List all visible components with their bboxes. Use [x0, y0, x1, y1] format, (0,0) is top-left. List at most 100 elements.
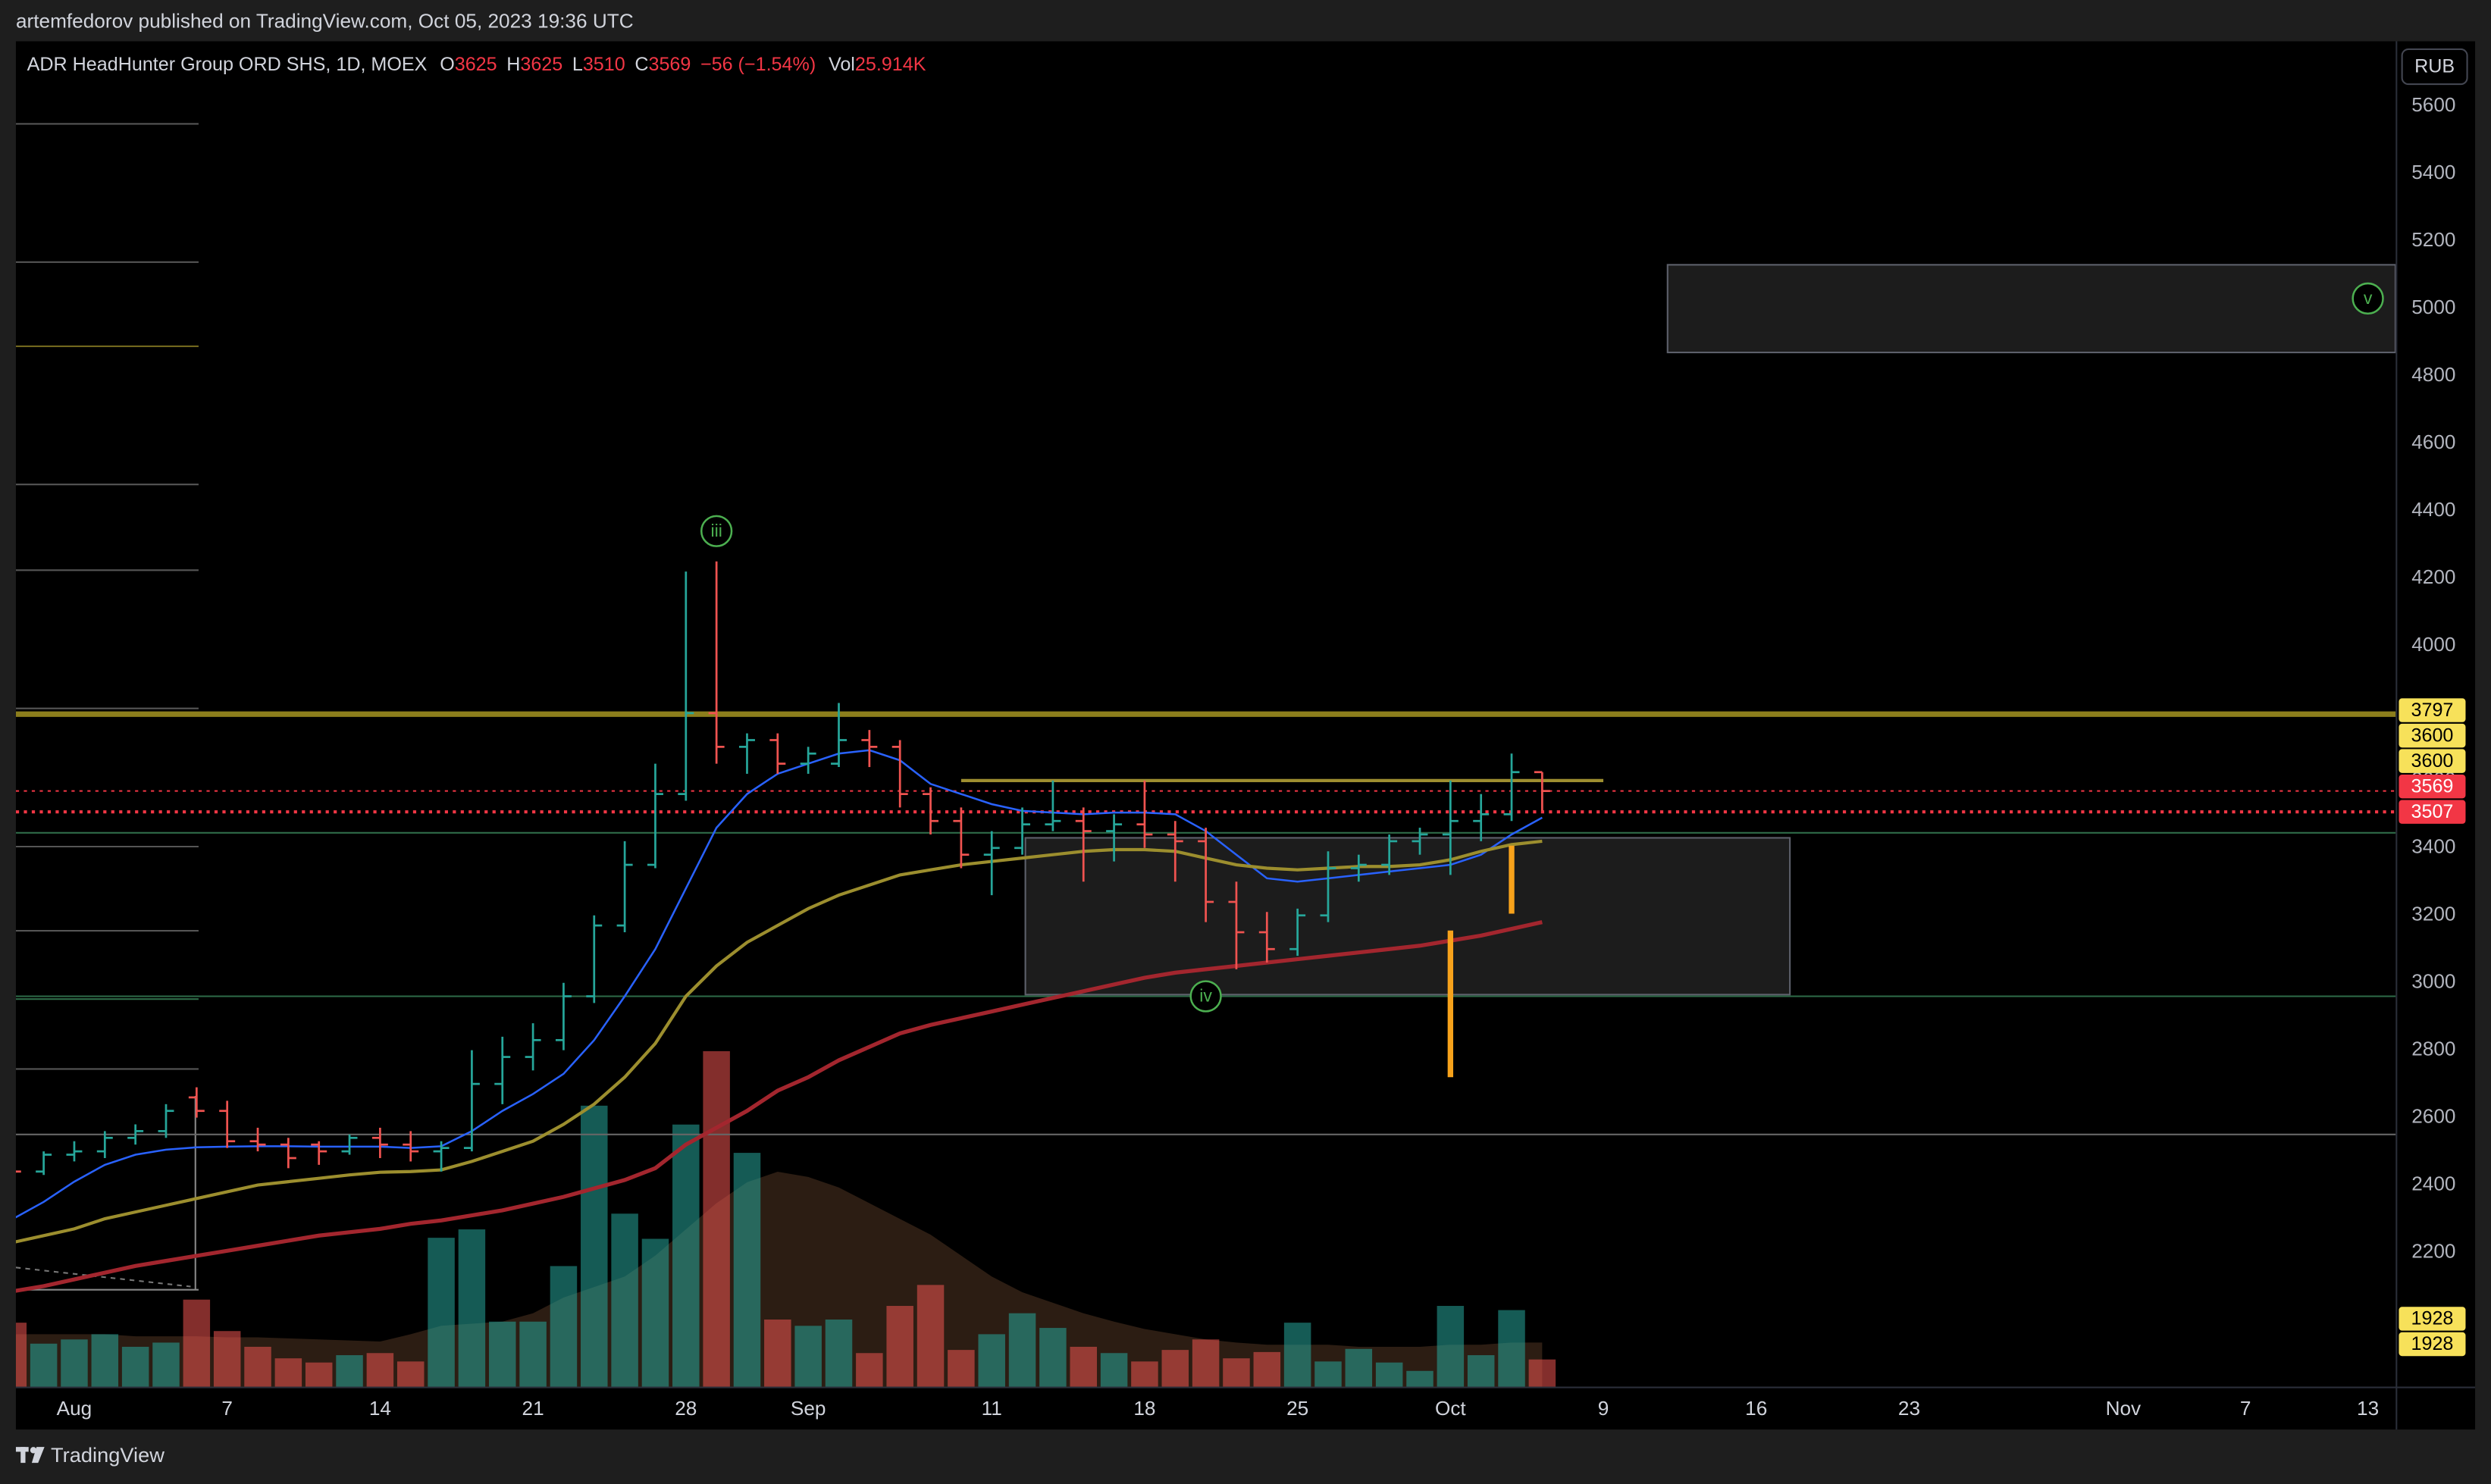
volume-bar [886, 1306, 913, 1387]
volume-bar [978, 1334, 1005, 1387]
ohlc-bar [739, 733, 755, 774]
ohlc-bar [1106, 814, 1123, 862]
ohlc-bar [311, 1141, 327, 1165]
ohlc-bar [403, 1131, 419, 1162]
volume-bar [1100, 1353, 1128, 1387]
x-tick-label: 25 [1286, 1397, 1308, 1420]
plot: iii iv v [15, 123, 2396, 1387]
ohlc-bar [127, 1124, 144, 1145]
ohlc-bar [249, 1127, 266, 1152]
y-tick-label: 2400 [2411, 1172, 2455, 1194]
ohlc-bar [1534, 771, 1550, 811]
price-label: 1928 [2411, 1308, 2454, 1329]
symbol-title: ADR HeadHunter Group ORD SHS, 1D, MOEX [27, 54, 428, 75]
legend-value: 3625 [520, 54, 562, 75]
x-tick-label: 23 [1898, 1397, 1920, 1420]
volume-bar [1039, 1328, 1067, 1387]
ohlc-bar [494, 1036, 511, 1104]
volume-ma-area [15, 1171, 1543, 1387]
legend-value: 25.914K [855, 54, 926, 75]
volume-bar [1314, 1361, 1342, 1387]
volume-bar [825, 1320, 853, 1387]
y-tick-label: 3200 [2411, 903, 2455, 925]
volume-bar [1008, 1313, 1036, 1387]
legend-value: 3569 [648, 54, 691, 75]
ohlc-bar [1075, 807, 1092, 882]
volume-bar [672, 1124, 700, 1387]
ohlc-bar [1289, 908, 1306, 956]
wave-label: iii [710, 521, 722, 540]
ohlc-bar [831, 703, 847, 768]
volume-bar [916, 1285, 945, 1387]
x-tick-label: 7 [221, 1397, 233, 1420]
ohlc-bar [15, 1170, 21, 1173]
ohlc-bar [891, 740, 908, 808]
y-tick-label: 5000 [2411, 296, 2455, 318]
ohlc-bar [525, 1023, 541, 1071]
ohlc-bar [1167, 821, 1183, 882]
volume-bar [1467, 1355, 1495, 1387]
y-tick-label: 2600 [2411, 1105, 2455, 1128]
volume-bar [1192, 1339, 1220, 1387]
chart-pane [15, 41, 2476, 1430]
volume-bar [213, 1331, 241, 1387]
ohlc-bar [219, 1100, 236, 1148]
volume-bar [519, 1321, 547, 1387]
y-tick-label: 3400 [2411, 835, 2455, 858]
volume-bar [61, 1339, 88, 1387]
wave-circle [700, 515, 733, 547]
price-label-box [2399, 749, 2466, 773]
legend-key: Vol [829, 54, 855, 75]
ohlc-bar [1350, 854, 1367, 882]
x-tick-label: 28 [675, 1397, 697, 1420]
y-tick-label: 5600 [2411, 93, 2455, 116]
volume-bar [396, 1361, 425, 1387]
volume-bar [1283, 1323, 1311, 1387]
volume-bar [1161, 1350, 1189, 1387]
y-tick-label: 2200 [2411, 1239, 2455, 1262]
ohlc-bar [1503, 753, 1520, 822]
volume-bar [611, 1213, 638, 1387]
y-tick-label: 2800 [2411, 1038, 2455, 1060]
volume-bar [794, 1326, 822, 1387]
volume-bar [703, 1050, 730, 1387]
price-label: 3507 [2411, 801, 2454, 822]
volume-bar [91, 1334, 119, 1387]
currency-label[interactable]: RUB [2414, 56, 2455, 77]
price-label: 1928 [2411, 1333, 2454, 1354]
volume-bar [948, 1350, 975, 1387]
volume-bar [1498, 1310, 1525, 1387]
range-box [1024, 837, 1791, 996]
volume-bar [336, 1355, 363, 1387]
volume-bar [489, 1321, 516, 1387]
volume-bar [1345, 1348, 1373, 1387]
ohlc-bar [769, 733, 786, 774]
ohlc-bar [586, 915, 603, 1003]
ohlc-bar [1228, 881, 1245, 969]
ohlc-bar [280, 1138, 296, 1169]
x-tick-label: 21 [522, 1397, 544, 1420]
ohlc-bar [1320, 851, 1336, 922]
currency-button[interactable] [2401, 48, 2468, 86]
ohlc-bar [647, 763, 663, 869]
legend-key: L [572, 54, 583, 75]
wave-label: v [2364, 288, 2373, 308]
volume-bar [1223, 1358, 1250, 1387]
volume-bar [1528, 1359, 1556, 1387]
volume-bar [183, 1299, 211, 1387]
ohlc-bar [1473, 794, 1490, 841]
price-label-box [2399, 774, 2466, 799]
ohlc-bar [463, 1050, 480, 1152]
wave-circle [2352, 282, 2384, 315]
brand-logo [15, 1447, 45, 1464]
volume-bar [428, 1238, 455, 1387]
ohlc-bar [1198, 828, 1214, 922]
price-label-box [2399, 800, 2466, 824]
ohlc-bar [953, 807, 970, 869]
x-tick-label: 11 [982, 1397, 1002, 1420]
volume-bar [764, 1320, 791, 1387]
price-label-box [2399, 1332, 2466, 1357]
price-label: 3569 [2411, 775, 2454, 797]
x-tick-label: Nov [2106, 1397, 2142, 1420]
